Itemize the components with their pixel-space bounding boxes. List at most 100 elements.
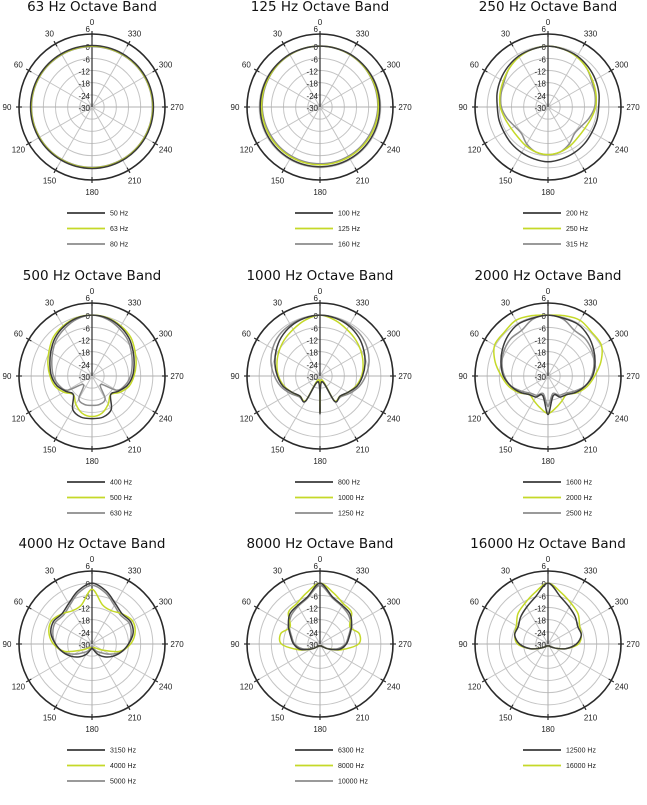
db-tick-label: -18: [534, 617, 546, 626]
grid-spoke: [25, 375, 93, 415]
angle-tick-label: 270: [398, 640, 412, 649]
series-line-400-hz: [49, 314, 135, 420]
angle-tick-label: 30: [45, 29, 54, 38]
angle-tick: [582, 577, 587, 584]
angle-tick: [582, 436, 587, 443]
chart-title: 2000 Hz Octave Band: [474, 268, 622, 284]
angle-tick: [380, 337, 387, 342]
legend-label: 630 Hz: [110, 511, 133, 518]
grid-spoke: [481, 337, 549, 377]
db-tick-label: 0: [86, 43, 91, 52]
angle-tick-label: 150: [43, 446, 57, 455]
angle-tick-label: 0: [90, 287, 95, 296]
angle-tick: [608, 410, 615, 415]
angle-tick: [380, 68, 387, 73]
angle-tick-label: 0: [546, 287, 551, 296]
angle-tick-label: 270: [626, 372, 640, 381]
angle-tick: [25, 605, 32, 610]
angle-tick-label: 120: [240, 415, 254, 424]
legend-label: 16000 Hz: [566, 763, 596, 770]
angle-tick-label: 240: [615, 146, 629, 155]
grid-spoke: [25, 68, 93, 108]
legend-label: 200 Hz: [566, 211, 589, 218]
angle-tick: [582, 704, 587, 711]
db-tick-label: -24: [306, 92, 318, 101]
angle-tick: [152, 337, 159, 342]
db-tick-label: 6: [314, 562, 319, 571]
angle-tick-label: 180: [541, 457, 555, 466]
polar-svg: 030609012015018021024027030033060-6-12-1…: [459, 555, 641, 770]
angle-tick: [582, 40, 587, 47]
db-tick-label: -6: [83, 324, 91, 333]
legend-label: 10000 Hz: [338, 779, 368, 786]
angle-tick-label: 150: [499, 714, 513, 723]
db-tick-label: -12: [306, 337, 318, 346]
grid-spoke: [319, 605, 387, 645]
angle-tick-label: 120: [468, 146, 482, 155]
polar-svg: 030609012015018021024027030033060-6-12-1…: [231, 18, 413, 249]
chart-title: 1000 Hz Octave Band: [246, 268, 394, 284]
grid-spoke: [281, 106, 321, 174]
angle-tick-label: 270: [626, 103, 640, 112]
angle-tick-label: 330: [584, 566, 598, 575]
db-tick-label: -6: [539, 324, 547, 333]
angle-tick-label: 90: [231, 372, 240, 381]
grid-spoke: [547, 40, 587, 108]
grid-spoke: [481, 68, 549, 108]
angle-tick: [281, 436, 286, 443]
db-tick-label: -30: [534, 104, 546, 113]
angle-tick: [152, 410, 159, 415]
angle-tick-label: 330: [128, 29, 142, 38]
angle-tick-label: 0: [546, 18, 551, 27]
angle-tick: [509, 436, 514, 443]
angle-tick-label: 60: [242, 61, 251, 70]
grid-spoke: [281, 309, 321, 377]
angle-tick: [354, 704, 359, 711]
db-tick-label: -6: [311, 55, 319, 64]
grid-spoke: [547, 605, 615, 645]
grid-spoke: [509, 309, 549, 377]
grid-spoke: [91, 40, 131, 108]
legend-label: 160 Hz: [338, 242, 361, 249]
grid-spoke: [319, 375, 387, 415]
legend-label: 2500 Hz: [566, 511, 593, 518]
angle-tick-label: 150: [499, 446, 513, 455]
grid-spoke: [253, 68, 321, 108]
db-tick-label: -6: [311, 324, 319, 333]
grid-spoke: [547, 375, 587, 443]
angle-tick-label: 0: [90, 18, 95, 27]
angle-tick: [481, 410, 488, 415]
angle-tick: [281, 167, 286, 174]
angle-tick-label: 60: [14, 61, 23, 70]
db-tick-label: -24: [534, 92, 546, 101]
db-tick-label: -18: [534, 80, 546, 89]
series-line-630-hz: [51, 314, 133, 407]
angle-tick-label: 60: [470, 598, 479, 607]
db-tick-label: -24: [306, 629, 318, 638]
db-tick-label: -12: [78, 68, 90, 77]
angle-tick-label: 180: [541, 725, 555, 734]
polar-svg: 030609012015018021024027030033060-6-12-1…: [3, 287, 185, 518]
angle-tick-label: 150: [271, 714, 285, 723]
angle-tick-label: 30: [273, 566, 282, 575]
grid-spoke: [319, 337, 387, 377]
angle-tick-label: 240: [387, 415, 401, 424]
angle-tick-label: 300: [387, 330, 401, 339]
angle-tick: [253, 605, 260, 610]
angle-tick-label: 150: [499, 177, 513, 186]
angle-tick-label: 270: [170, 640, 184, 649]
angle-tick: [25, 678, 32, 683]
db-tick-label: 6: [542, 562, 547, 571]
db-tick-label: -24: [78, 361, 90, 370]
grid-spoke: [319, 643, 387, 683]
angle-tick-label: 0: [318, 287, 323, 296]
db-tick-label: -30: [78, 641, 90, 650]
db-tick-label: -18: [78, 617, 90, 626]
angle-tick-label: 300: [615, 330, 629, 339]
angle-tick: [509, 704, 514, 711]
angle-tick: [281, 40, 286, 47]
angle-tick-label: 300: [159, 330, 173, 339]
angle-tick-label: 300: [159, 61, 173, 70]
angle-tick-label: 150: [271, 177, 285, 186]
angle-tick: [126, 436, 131, 443]
